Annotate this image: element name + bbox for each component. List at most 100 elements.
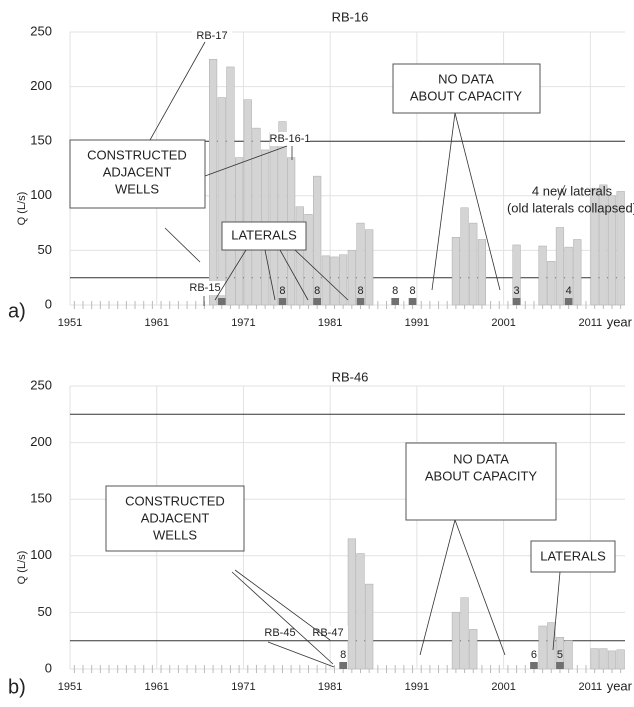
y-tick-label: 50 <box>38 242 52 257</box>
annotation: CONSTRUCTED <box>125 493 225 508</box>
lateral-marker <box>564 298 573 305</box>
y-tick-label: 150 <box>30 491 52 506</box>
bar <box>356 553 365 670</box>
bar <box>599 648 608 670</box>
bar <box>555 227 565 306</box>
x-tick-label: 1961 <box>144 317 168 329</box>
well-label-bg <box>308 626 348 640</box>
well-label-bg <box>270 132 310 146</box>
lateral-marker <box>313 298 321 305</box>
bar <box>339 254 348 306</box>
well-label-bg <box>260 626 300 640</box>
lateral-count: 8 <box>340 649 346 661</box>
annotation-box <box>69 139 206 209</box>
well-label: RB-16-1 <box>270 133 311 145</box>
bar <box>217 97 226 306</box>
y-tick-label: 200 <box>30 78 52 93</box>
annotation: ABOUT CAPACITY <box>410 88 523 103</box>
x-tick-label: 2001 <box>491 317 515 329</box>
chart-title: RB-46 <box>332 369 369 384</box>
annotation-box <box>221 221 307 251</box>
bar <box>477 239 486 306</box>
annotation: NO DATA <box>438 71 494 86</box>
bar <box>460 207 469 306</box>
bar <box>226 66 235 306</box>
bar <box>252 127 261 306</box>
panel-label: b) <box>8 676 26 698</box>
y-tick-label: 100 <box>30 187 52 202</box>
x-axis-title: year <box>607 314 633 329</box>
bar <box>616 649 625 670</box>
y-axis-title: Q (L/s) <box>16 551 28 585</box>
annotation-box <box>530 540 616 573</box>
bar <box>469 629 478 670</box>
bar <box>451 612 460 670</box>
y-tick-label: 0 <box>45 660 52 675</box>
x-tick-label: 1981 <box>318 317 342 329</box>
lateral-marker <box>278 298 287 305</box>
y-tick-label: 0 <box>45 296 52 311</box>
well-label: RB-45 <box>264 627 295 639</box>
bar <box>347 250 356 306</box>
y-axis-title: Q (L/s) <box>16 192 28 226</box>
lateral-count: 6 <box>531 649 537 661</box>
x-tick-label: 2011 <box>578 681 602 693</box>
y-tick-label: 150 <box>30 133 52 148</box>
lateral-count: 8 <box>279 285 285 297</box>
bar <box>330 256 339 306</box>
lateral-marker <box>556 662 564 669</box>
bar <box>573 239 582 306</box>
x-tick-label: 1991 <box>405 317 429 329</box>
annotation-box <box>405 442 557 521</box>
well-label-bg <box>185 281 225 295</box>
x-tick-label: 1961 <box>144 681 168 693</box>
annotation: WELLS <box>115 181 159 196</box>
annotation-box <box>392 63 541 114</box>
bar <box>295 206 304 306</box>
bar <box>321 255 330 306</box>
lateral-count: 8 <box>357 285 363 297</box>
y-tick-label: 50 <box>38 604 52 619</box>
chart-title: RB-16 <box>332 9 369 24</box>
x-axis-title: year <box>607 678 633 693</box>
well-label: RB-47 <box>312 627 343 639</box>
lateral-marker <box>339 662 347 669</box>
bar <box>564 640 573 670</box>
x-tick-label: 1971 <box>231 317 255 329</box>
bar <box>616 191 625 306</box>
annotation: CONSTRUCTED <box>87 147 187 162</box>
well-label: RB-15 <box>189 282 220 294</box>
annotation: 4 new laterals <box>532 183 613 198</box>
annotation: ABOUT CAPACITY <box>425 468 538 483</box>
x-tick-label: 1951 <box>58 681 82 693</box>
x-tick-label: 1971 <box>231 681 255 693</box>
bar <box>599 184 608 306</box>
x-tick-label: 1991 <box>405 681 429 693</box>
bar <box>365 583 374 670</box>
leaders <box>149 41 566 668</box>
bar <box>590 187 599 306</box>
bar <box>607 195 617 306</box>
bar <box>347 538 356 670</box>
lateral-count: 4 <box>566 285 572 297</box>
bar <box>538 245 547 306</box>
annotation: NO DATA <box>453 451 509 466</box>
x-tick-label: 2001 <box>491 681 515 693</box>
bar <box>243 99 252 306</box>
well-label-bg <box>192 29 232 43</box>
annotation: LATERALS <box>231 227 297 242</box>
bar <box>209 59 218 306</box>
lateral-count: 3 <box>514 285 520 297</box>
panel-label: a) <box>8 300 26 322</box>
x-tick-label: 2011 <box>578 317 602 329</box>
lateral-count: 8 <box>409 285 415 297</box>
lateral-marker <box>408 298 417 305</box>
y-tick-label: 100 <box>30 547 52 562</box>
bar <box>304 214 313 306</box>
y-tick-label: 250 <box>30 377 52 392</box>
well-label: RB-17 <box>196 30 227 42</box>
lateral-marker <box>217 298 226 305</box>
x-tick-label: 1951 <box>58 317 82 329</box>
bar <box>590 648 599 670</box>
bar <box>607 650 617 670</box>
